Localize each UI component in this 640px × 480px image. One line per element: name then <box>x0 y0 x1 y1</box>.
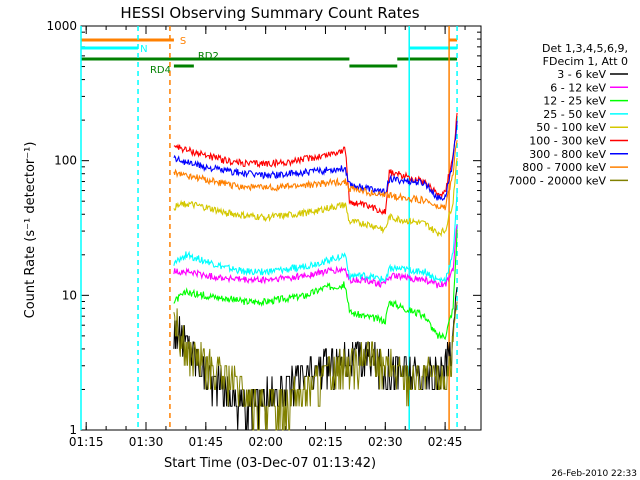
series-lines <box>173 112 458 431</box>
legend: Det 1,3,4,5,6,9,FDecim 1, Att 03 - 6 keV… <box>508 42 628 187</box>
chart-title: HESSI Observing Summary Count Rates <box>120 4 419 22</box>
legend-entry-label: 100 - 300 keV <box>529 135 606 148</box>
series-line <box>173 112 458 216</box>
legend-entry-label: 12 - 25 keV <box>543 95 606 108</box>
legend-entry-label: 800 - 7000 keV <box>522 161 606 174</box>
series-line <box>173 191 458 284</box>
plot-frame <box>80 25 482 431</box>
series-line <box>173 158 458 238</box>
series-line <box>173 301 458 431</box>
series-line <box>173 287 458 431</box>
legend-entry-label: 50 - 100 keV <box>536 121 606 134</box>
flag-label: N <box>140 44 147 55</box>
x-tick-label: 02:15 <box>308 435 343 449</box>
y-axis-label: Count Rate (s⁻¹ detector⁻¹) <box>23 142 38 319</box>
x-axis-label: Start Time (03-Dec-07 01:13:42) <box>164 456 376 471</box>
legend-entry-label: 6 - 12 keV <box>550 81 606 94</box>
x-tick-label: 02:45 <box>428 435 463 449</box>
series-line <box>173 140 458 211</box>
flag-label: RD4 <box>150 65 171 76</box>
series-line <box>173 120 458 202</box>
x-tick-label: 02:00 <box>248 435 283 449</box>
series-line <box>173 224 458 289</box>
legend-header: Det 1,3,4,5,6,9, <box>542 42 628 55</box>
legend-entry-label: 3 - 6 keV <box>557 68 606 81</box>
x-tick-label: 02:30 <box>368 435 403 449</box>
legend-entry-label: 7000 - 20000 keV <box>508 174 606 187</box>
legend-entry-label: 25 - 50 keV <box>543 108 606 121</box>
x-tick-label: 01:30 <box>129 435 164 449</box>
y-tick-label: 100 <box>54 154 77 168</box>
series-line <box>173 229 458 341</box>
y-tick-label: 1000 <box>46 19 77 33</box>
legend-header: FDecim 1, Att 0 <box>543 55 628 68</box>
flag-label: S <box>180 36 186 47</box>
x-tick-label: 01:15 <box>69 435 104 449</box>
footer-timestamp: 26-Feb-2010 22:33 <box>551 469 637 479</box>
y-tick-label: 10 <box>62 288 77 302</box>
legend-entry-label: 300 - 800 keV <box>529 148 606 161</box>
plot-axes: 1 10 100 1000 01:15 01:30 01:45 02:00 02:15 02:30… <box>46 19 482 449</box>
y-tick-label: 1 <box>69 423 77 437</box>
flag-label: RD2 <box>198 51 219 62</box>
x-tick-label: 01:45 <box>189 435 224 449</box>
